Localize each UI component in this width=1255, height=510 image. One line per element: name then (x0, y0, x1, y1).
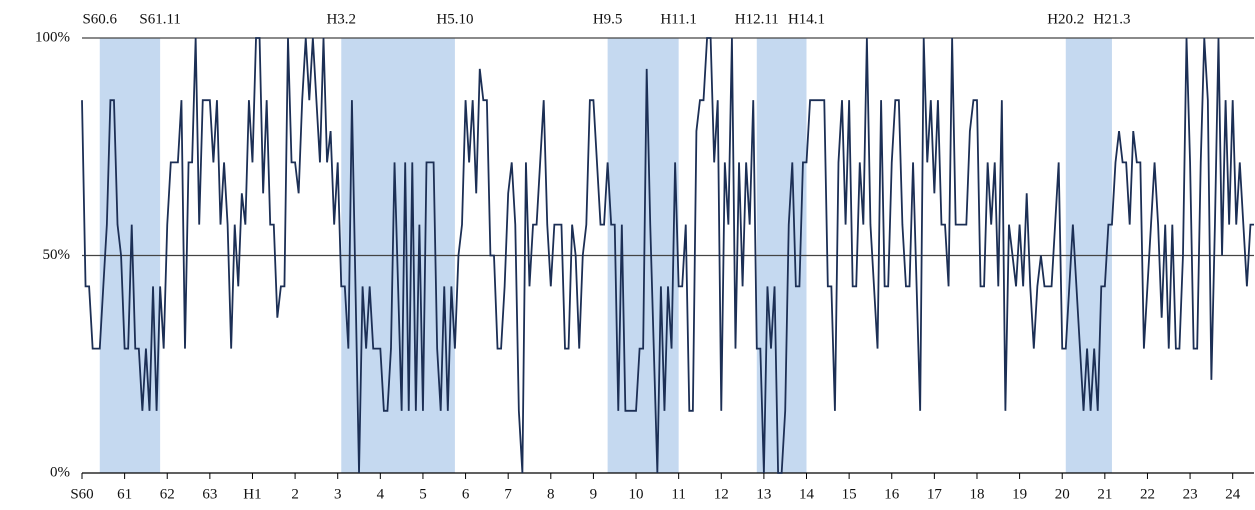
recession-end-label: S61.11 (139, 11, 181, 27)
x-tick-label: 2 (291, 486, 299, 502)
data-line (81, 37, 1254, 474)
x-tick-label: 62 (160, 486, 175, 502)
x-tick-label: H1 (243, 486, 261, 502)
recession-start-label: H20.2 (1047, 11, 1084, 27)
recession-start-label: H3.2 (326, 11, 356, 27)
recession-end-label: H11.1 (660, 11, 697, 27)
x-tick-label: 23 (1183, 486, 1198, 502)
x-tick-label: 8 (547, 486, 555, 502)
x-tick-label: 21 (1097, 486, 1112, 502)
x-tick-label: 16 (884, 486, 900, 502)
recession-end-label: H14.1 (788, 11, 825, 27)
x-tick-label: 20 (1055, 486, 1070, 502)
x-tick-label: 63 (202, 486, 217, 502)
x-tick-label: 61 (117, 486, 132, 502)
y-tick-label: 50% (43, 247, 71, 263)
x-tick-label: 12 (714, 486, 729, 502)
recession-start-label: S60.6 (82, 11, 117, 27)
x-tick-label: 18 (969, 486, 984, 502)
x-tick-label: 9 (590, 486, 598, 502)
x-tick-label: 5 (419, 486, 427, 502)
x-tick-label: 7 (504, 486, 512, 502)
y-tick-label: 100% (35, 29, 70, 45)
recession-start-label: H9.5 (593, 11, 623, 27)
x-tick-label: S60 (70, 486, 93, 502)
x-tick-label: 3 (334, 486, 342, 502)
x-tick-label: 4 (377, 486, 385, 502)
x-tick-label: 19 (1012, 486, 1027, 502)
x-tick-label: 15 (842, 486, 857, 502)
x-tick-label: 24 (1225, 486, 1241, 502)
x-tick-label: 17 (927, 486, 943, 502)
x-tick-label: 13 (756, 486, 771, 502)
x-tick-label: 6 (462, 486, 470, 502)
recession-end-label: H5.10 (436, 11, 473, 27)
x-tick-label: 22 (1140, 486, 1155, 502)
recession-end-label: H21.3 (1093, 11, 1130, 27)
recession-start-label: H12.11 (735, 11, 779, 27)
y-tick-label: 0% (50, 464, 70, 480)
x-tick-label: 10 (629, 486, 644, 502)
x-tick-label: 14 (799, 486, 815, 502)
x-tick-label: 11 (671, 486, 685, 502)
